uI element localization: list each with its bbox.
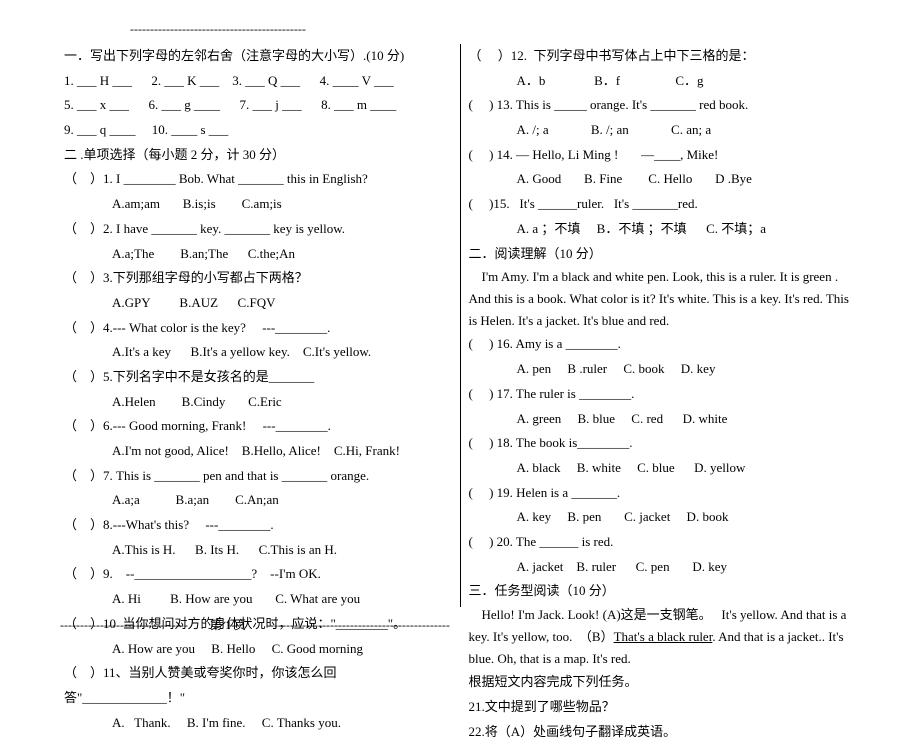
q6-options: A.I'm not good, Alice! B.Hello, Alice! C… <box>64 439 452 464</box>
section2-title: 二 .单项选择（每小题 2 分，计 30 分） <box>64 143 452 168</box>
q6: （ ）6.--- Good morning, Frank! ---_______… <box>64 414 452 439</box>
q4-options: A.It's a key B.It's a yellow key. C.It's… <box>64 340 452 365</box>
q13-options: A. /; a B. /; an C. an; a <box>469 118 857 143</box>
q8-options: A.This is H. B. Its H. C.This is an H. <box>64 538 452 563</box>
section-reading-title: 二．阅读理解（10 分） <box>469 242 857 267</box>
fill-row-3: 9. ___ q ____ 10. ____ s ___ <box>64 118 452 143</box>
q9-options: A. Hi B. How are you C. What are you <box>64 587 452 612</box>
q12-options: A．b B．f C．g <box>469 69 857 94</box>
q9: （ ）9. --__________________? --I'm OK. <box>64 562 452 587</box>
q7-options: A.a;a B.a;an C.An;an <box>64 488 452 513</box>
q1: （ ）1. I ________ Bob. What _______ this … <box>64 167 452 192</box>
q17-options: A. green B. blue C. red D. white <box>469 407 857 432</box>
q16-options: A. pen B .ruler C. book D. key <box>469 357 857 382</box>
q2-options: A.a;The B.an;The C.the;An <box>64 242 452 267</box>
q5-options: A.Helen B.Cindy C.Eric <box>64 390 452 415</box>
page-content: 一．写出下列字母的左邻右舍（注意字母的大小写）.(10 分) 1. ___ H … <box>56 44 864 607</box>
page-number: 第 1 页 <box>210 616 246 633</box>
q4: （ ）4.--- What color is the key? ---_____… <box>64 316 452 341</box>
left-column: 一．写出下列字母的左邻右舍（注意字母的大小写）.(10 分) 1. ___ H … <box>56 44 460 607</box>
reading-passage-1: I'm Amy. I'm a black and white pen. Look… <box>469 266 857 332</box>
q5: （ ）5.下列名字中不是女孩名的是_______ <box>64 365 452 390</box>
q11-options: A. Thank. B. I'm fine. C. Thanks you. <box>64 711 452 736</box>
q16: ( ) 16. Amy is a ________. <box>469 332 857 357</box>
q14-options: A. Good B. Fine C. Hello D .Bye <box>469 167 857 192</box>
section1-title: 一．写出下列字母的左邻右舍（注意字母的大小写）.(10 分) <box>64 44 452 69</box>
q12: （ ）12. 下列字母中书写体占上中下三格的是： <box>469 44 857 69</box>
q7: （ ）7. This is _______ pen and that is __… <box>64 464 452 489</box>
q3-options: A.GPY B.AUZ C.FQV <box>64 291 452 316</box>
bottom-dash-right: ----------------------------------------… <box>270 618 450 633</box>
q14: ( ) 14. — Hello, Li Ming ! —____, Mike! <box>469 143 857 168</box>
q17: ( ) 17. The ruler is ________. <box>469 382 857 407</box>
q18: ( ) 18. The book is________. <box>469 431 857 456</box>
fill-row-1: 1. ___ H ___ 2. ___ K ___ 3. ___ Q ___ 4… <box>64 69 452 94</box>
top-dash: ----------------------------------------… <box>130 22 306 37</box>
bottom-dash-left: -------------------------------- <box>60 618 188 633</box>
q22: 22.将（A）处画线句子翻译成英语。 <box>469 720 857 744</box>
underlined-text: That's a black ruler <box>614 629 713 644</box>
q8: （ ）8.---What's this? ---________. <box>64 513 452 538</box>
q3: （ ）3.下列那组字母的小写都占下两格？ <box>64 266 452 291</box>
q20: ( ) 20. The ______ is red. <box>469 530 857 555</box>
q19: ( ) 19. Helen is a _______. <box>469 481 857 506</box>
q15-options: A. a ；不填 B．不填 ；不填 C. 不填；a <box>469 217 857 242</box>
task-instruction: 根据短文内容完成下列任务。 <box>469 670 857 695</box>
q15: ( )15. It's ______ruler. It's _______red… <box>469 192 857 217</box>
q19-options: A. key B. pen C. jacket D. book <box>469 505 857 530</box>
fill-row-2: 5. ___ x ___ 6. ___ g ____ 7. ___ j ___ … <box>64 93 452 118</box>
q11: （ ）11、当别人赞美或夸奖你时，你该怎么回答"_____________！" <box>64 661 452 710</box>
q13: ( ) 13. This is _____ orange. It's _____… <box>469 93 857 118</box>
section-task-title: 三．任务型阅读（10 分） <box>469 579 857 604</box>
q20-options: A. jacket B. ruler C. pen D. key <box>469 555 857 580</box>
q21: 21.文中提到了哪些物品？ <box>469 695 857 720</box>
q2: （ ）2. I have _______ key. _______ key is… <box>64 217 452 242</box>
right-column: （ ）12. 下列字母中书写体占上中下三格的是： A．b B．f C．g ( )… <box>461 44 865 607</box>
q1-options: A.am;am B.is;is C.am;is <box>64 192 452 217</box>
q18-options: A. black B. white C. blue D. yellow <box>469 456 857 481</box>
reading-passage-2: Hello! I'm Jack. Look! (A)这是一支钢笔。 It's y… <box>469 604 857 670</box>
q10-options: A. How are you B. Hello C. Good morning <box>64 637 452 662</box>
